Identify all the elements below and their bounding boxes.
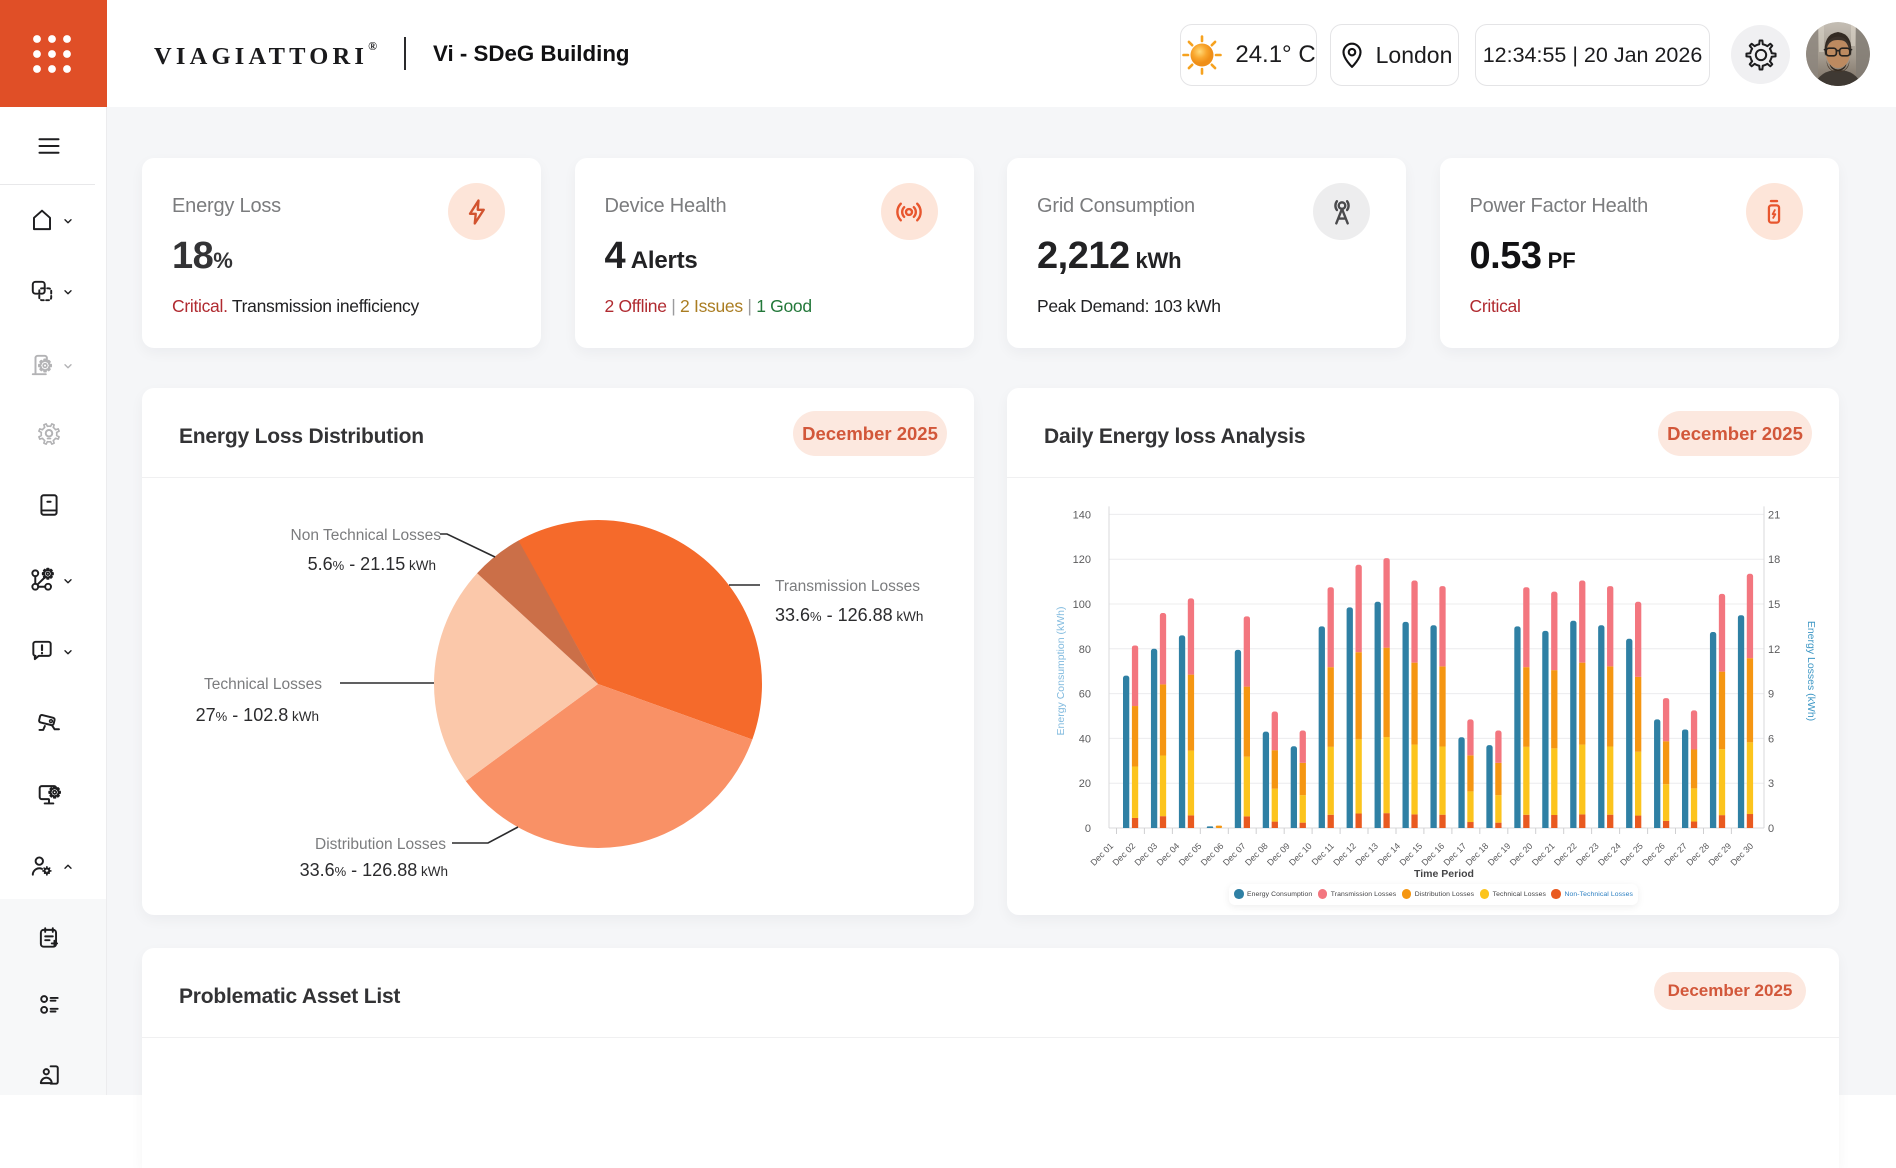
svg-text:Dec 07: Dec 07 xyxy=(1221,841,1248,868)
svg-text:Dec 12: Dec 12 xyxy=(1331,841,1358,868)
svg-text:15: 15 xyxy=(1768,599,1780,611)
svg-text:9: 9 xyxy=(1768,689,1774,701)
svg-text:Transmission Losses: Transmission Losses xyxy=(775,578,920,595)
svg-text:Technical Losses: Technical Losses xyxy=(204,676,322,693)
svg-text:40: 40 xyxy=(1079,733,1091,745)
svg-text:Dec 10: Dec 10 xyxy=(1287,841,1314,868)
svg-text:140: 140 xyxy=(1073,509,1091,521)
svg-text:Dec 03: Dec 03 xyxy=(1133,841,1160,868)
svg-text:Dec 15: Dec 15 xyxy=(1397,841,1424,868)
svg-text:Dec 16: Dec 16 xyxy=(1420,841,1447,868)
svg-text:Dec 25: Dec 25 xyxy=(1618,841,1645,868)
svg-text:18: 18 xyxy=(1768,554,1780,566)
svg-text:Dec 26: Dec 26 xyxy=(1640,841,1667,868)
svg-text:Distribution Losses: Distribution Losses xyxy=(315,836,446,853)
svg-text:6: 6 xyxy=(1768,733,1774,745)
svg-text:Dec 18: Dec 18 xyxy=(1464,841,1491,868)
svg-text:0: 0 xyxy=(1768,823,1774,835)
svg-text:Dec 24: Dec 24 xyxy=(1596,841,1623,868)
svg-text:12: 12 xyxy=(1768,644,1780,656)
svg-text:Dec 11: Dec 11 xyxy=(1310,841,1336,867)
svg-text:3: 3 xyxy=(1768,778,1774,790)
svg-text:Dec 30: Dec 30 xyxy=(1728,841,1755,868)
svg-text:20: 20 xyxy=(1079,778,1091,790)
svg-text:Dec 22: Dec 22 xyxy=(1552,841,1579,868)
svg-text:Dec 02: Dec 02 xyxy=(1111,841,1138,868)
svg-text:Dec 13: Dec 13 xyxy=(1353,841,1380,868)
svg-text:Dec 29: Dec 29 xyxy=(1706,841,1733,868)
svg-text:120: 120 xyxy=(1073,554,1091,566)
svg-text:80: 80 xyxy=(1079,644,1091,656)
svg-text:100: 100 xyxy=(1073,599,1091,611)
svg-text:Dec 19: Dec 19 xyxy=(1486,841,1513,868)
svg-text:Dec 04: Dec 04 xyxy=(1155,841,1182,868)
svg-text:Dec 28: Dec 28 xyxy=(1684,841,1711,868)
svg-text:21: 21 xyxy=(1768,509,1780,521)
svg-text:Dec 23: Dec 23 xyxy=(1574,841,1601,868)
svg-text:Dec 14: Dec 14 xyxy=(1375,841,1402,868)
svg-text:5.6% - 21.15 kWh: 5.6% - 21.15 kWh xyxy=(308,554,436,574)
svg-text:Dec 06: Dec 06 xyxy=(1199,841,1226,868)
svg-text:Dec 17: Dec 17 xyxy=(1442,841,1469,868)
svg-text:Dec 21: Dec 21 xyxy=(1530,841,1557,868)
svg-text:Non Technical Losses: Non Technical Losses xyxy=(291,527,442,544)
svg-text:33.6% - 126.88 kWh: 33.6% - 126.88 kWh xyxy=(775,605,923,625)
svg-text:Dec 01: Dec 01 xyxy=(1088,841,1115,868)
svg-text:Energy Consumption (kWh): Energy Consumption (kWh) xyxy=(1055,607,1067,736)
svg-text:Energy Losses (kWh): Energy Losses (kWh) xyxy=(1805,621,1817,721)
svg-text:33.6% - 126.88 kWh: 33.6% - 126.88 kWh xyxy=(300,860,448,880)
svg-text:60: 60 xyxy=(1079,689,1091,701)
svg-text:Dec 20: Dec 20 xyxy=(1508,841,1535,868)
svg-text:Dec 09: Dec 09 xyxy=(1265,841,1292,868)
svg-text:0: 0 xyxy=(1085,823,1091,835)
svg-text:Dec 05: Dec 05 xyxy=(1177,841,1204,868)
svg-text:Dec 27: Dec 27 xyxy=(1662,841,1689,868)
svg-text:27% - 102.8 kWh: 27% - 102.8 kWh xyxy=(196,705,319,725)
svg-text:Time Period: Time Period xyxy=(1414,868,1474,880)
svg-text:Dec 08: Dec 08 xyxy=(1243,841,1270,868)
